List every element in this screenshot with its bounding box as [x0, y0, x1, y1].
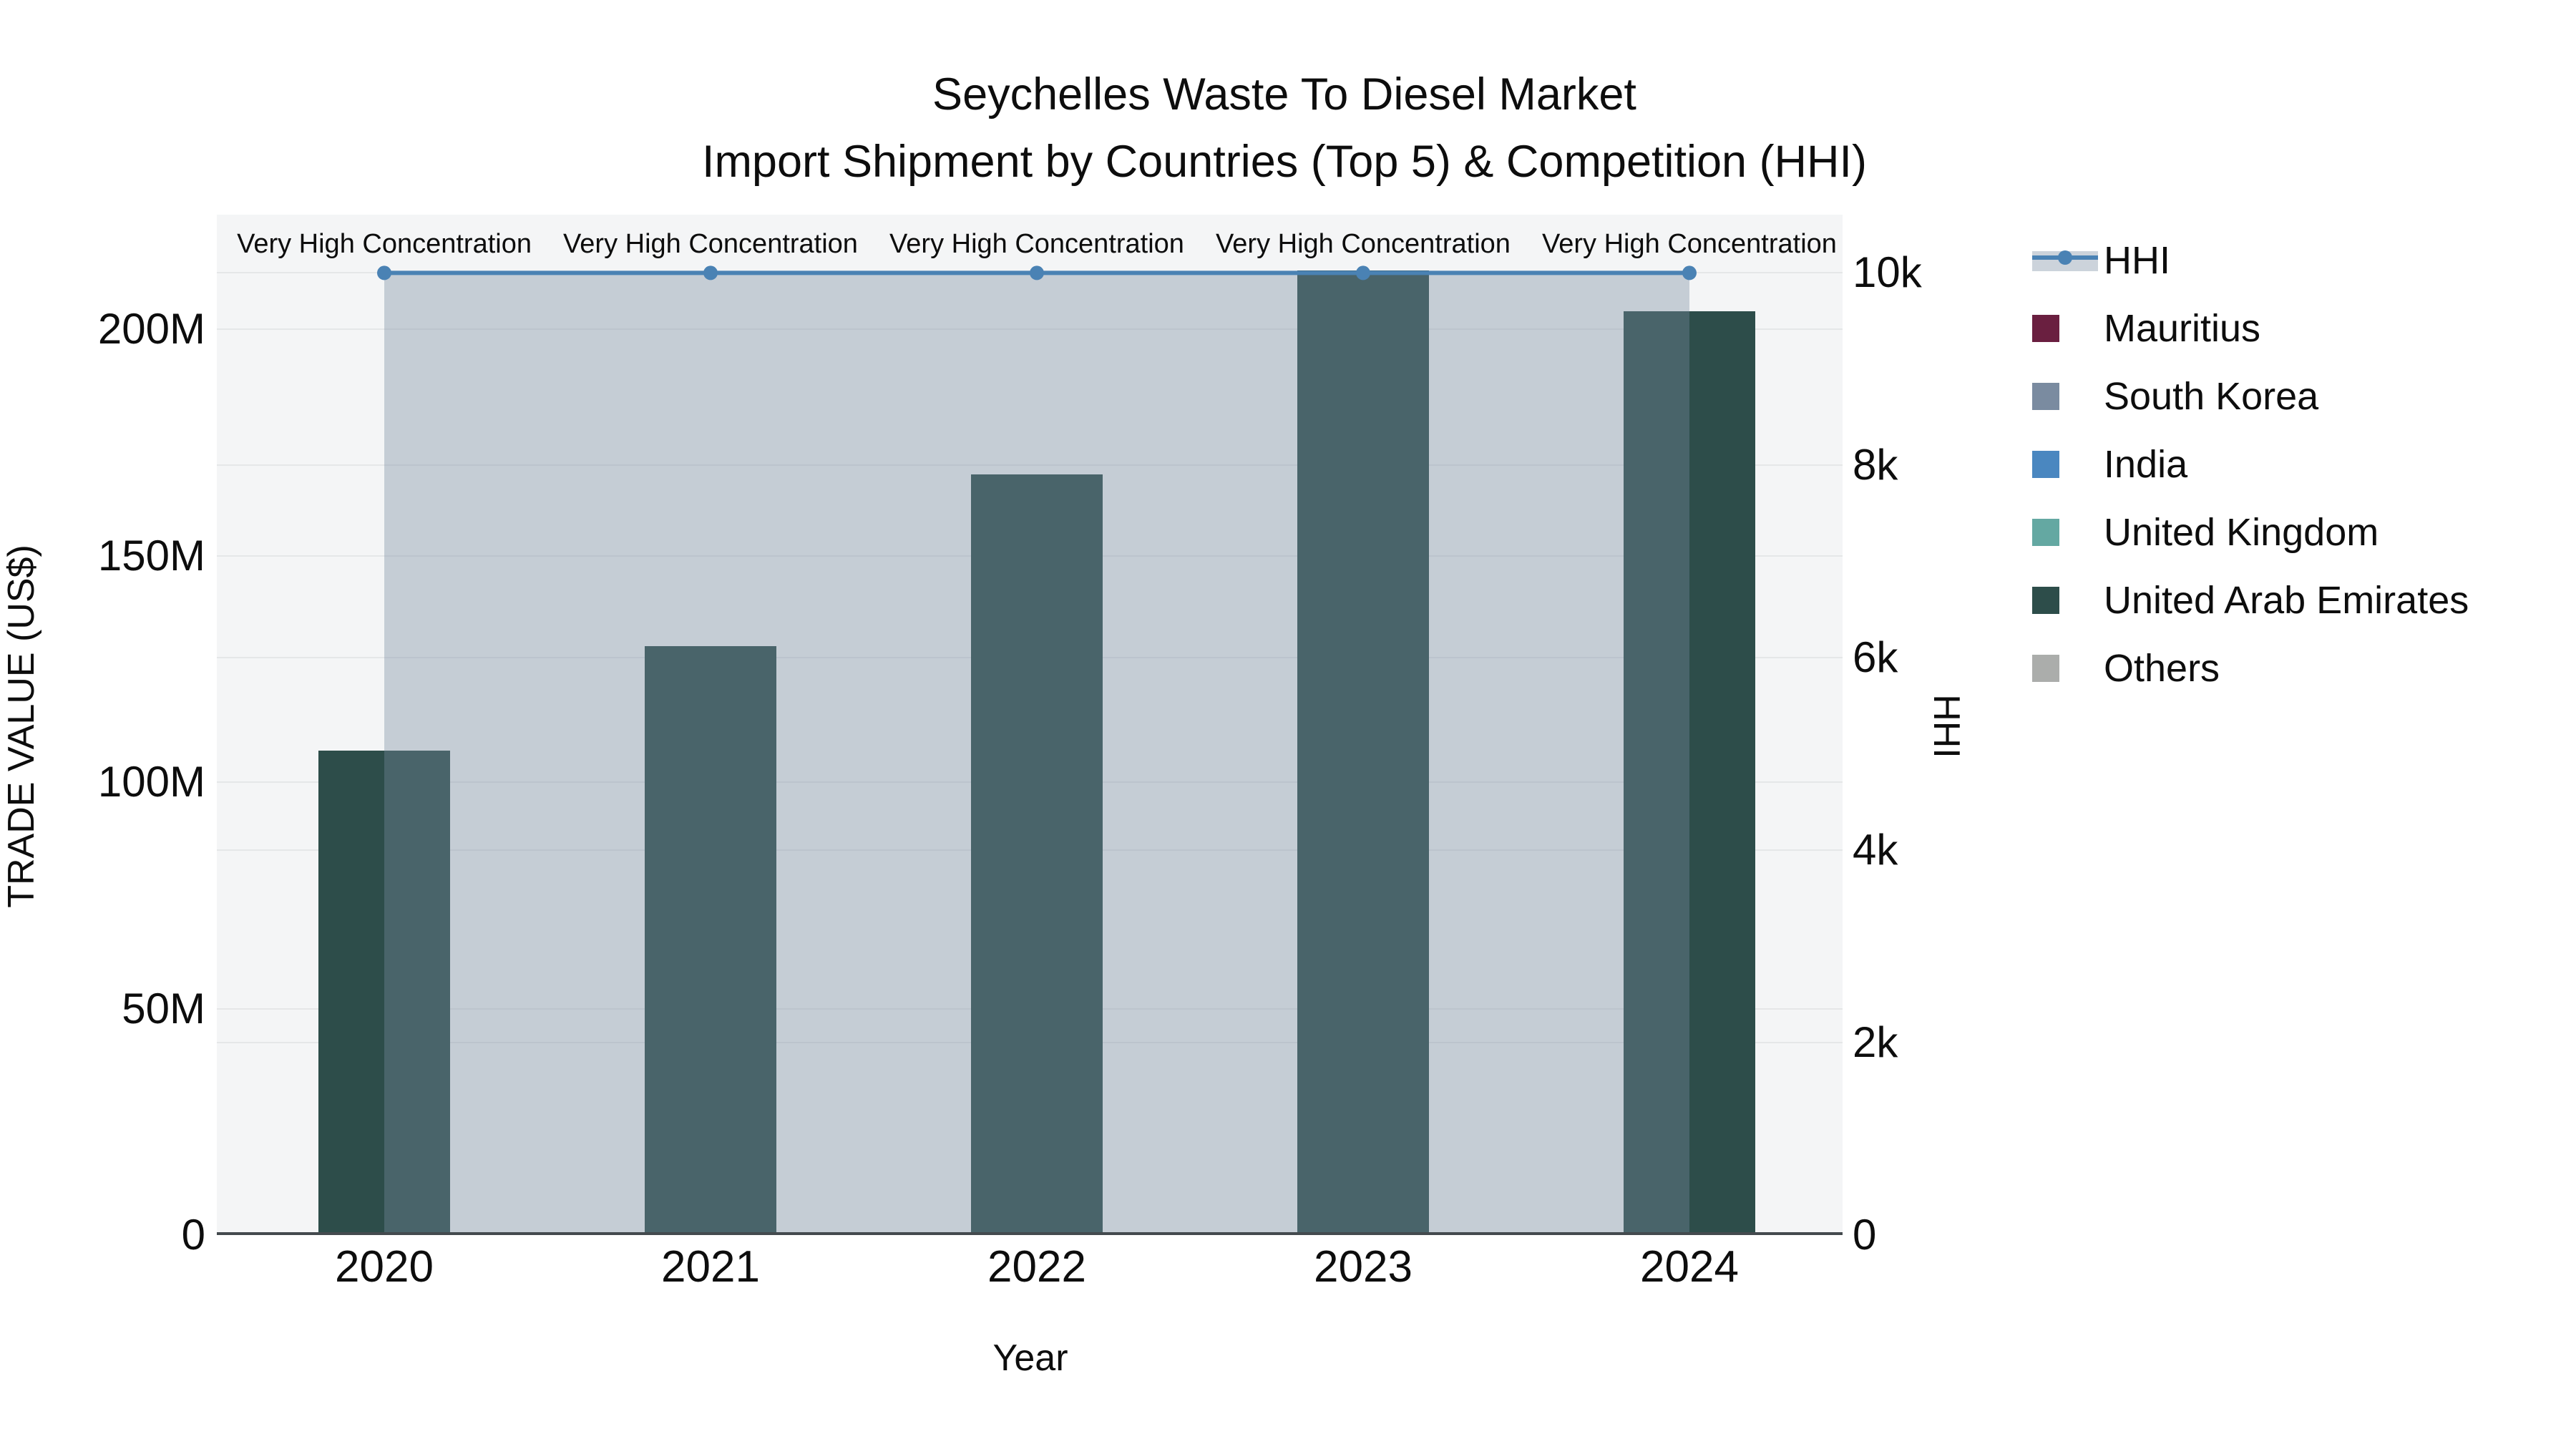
x-tick-2020: 2020: [335, 1242, 434, 1292]
y-right-tick-10k: 10k: [1853, 248, 1922, 296]
legend-item-united-arab-emirates[interactable]: United Arab Emirates: [2032, 566, 2469, 634]
x-tick-2022: 2022: [987, 1242, 1086, 1292]
bar-2020-united-arab-emirates[interactable]: [318, 750, 451, 1235]
annotation-very-high-concentration-2022: Very High Concentration: [889, 229, 1184, 260]
legend-swatch-icon-india: [2032, 450, 2059, 478]
chart-title-line1: Seychelles Waste To Diesel Market: [932, 69, 1636, 119]
x-tick-2024: 2024: [1640, 1242, 1739, 1292]
legend-swatch-icon-others: [2032, 654, 2059, 682]
legend-item-united-kingdom[interactable]: United Kingdom: [2032, 498, 2469, 566]
legend-swatch-cell-hhi: [2032, 245, 2104, 275]
x-axis-line: [217, 1232, 1843, 1235]
hhi-marker-2023[interactable]: [1355, 265, 1370, 280]
y-right-tick-2k: 2k: [1853, 1018, 1898, 1066]
hhi-marker-2022[interactable]: [1029, 265, 1044, 280]
legend-swatch-icon-south-korea: [2032, 382, 2059, 410]
y-right-tick-8k: 8k: [1853, 440, 1898, 489]
annotation-very-high-concentration-2023: Very High Concentration: [1216, 229, 1511, 260]
gridline-left-200m: [217, 328, 1843, 331]
legend-label-india: India: [2104, 442, 2188, 486]
legend-swatch-icon-united-arab-emirates: [2032, 586, 2059, 614]
bar-2023-united-arab-emirates[interactable]: [1297, 270, 1429, 1235]
y-axis-left-title: TRADE VALUE (US$): [1, 545, 42, 908]
legend-label-mauritius: Mauritius: [2104, 306, 2261, 350]
hhi-marker-2021[interactable]: [703, 265, 718, 280]
annotation-very-high-concentration-2024: Very High Concentration: [1542, 229, 1837, 260]
bar-2021-united-arab-emirates[interactable]: [645, 646, 776, 1235]
bar-2024-united-arab-emirates[interactable]: [1623, 311, 1755, 1235]
y-left-tick-150m: 150M: [97, 531, 205, 580]
legend-label-south-korea: South Korea: [2104, 374, 2319, 418]
annotation-very-high-concentration-2021: Very High Concentration: [563, 229, 858, 260]
hhi-overlay: [377, 265, 1697, 1235]
legend-swatch-cell-india: [2032, 450, 2104, 478]
legend-swatch-icon-united-kingdom: [2032, 518, 2059, 546]
y-left-tick-50m: 50M: [122, 984, 205, 1033]
gridline-right-8k: [217, 464, 1843, 466]
legend-item-south-korea[interactable]: South Korea: [2032, 362, 2469, 430]
y-left-tick-0: 0: [181, 1211, 205, 1259]
hhi-area-fill: [384, 273, 1689, 1235]
x-axis-title: Year: [992, 1337, 1068, 1379]
legend-swatch-cell-united-kingdom: [2032, 518, 2104, 546]
y-right-tick-4k: 4k: [1853, 825, 1898, 874]
hhi-marker-2024[interactable]: [1682, 265, 1697, 280]
chart-title-line2: Import Shipment by Countries (Top 5) & C…: [701, 137, 1868, 187]
annotation-very-high-concentration-2020: Very High Concentration: [237, 229, 532, 260]
y-right-tick-0: 0: [1853, 1211, 1877, 1259]
legend-swatch-icon-mauritius: [2032, 314, 2059, 342]
legend-swatch-cell-others: [2032, 654, 2104, 682]
plot-area: Very High Concentration Very High Concent…: [217, 215, 1843, 1235]
y-axis-right-title: HHI: [1926, 694, 1967, 758]
legend-item-hhi[interactable]: HHI: [2032, 226, 2469, 294]
bar-2022-united-arab-emirates[interactable]: [970, 474, 1103, 1235]
legend-label-united-kingdom: United Kingdom: [2104, 510, 2379, 554]
legend-swatch-cell-south-korea: [2032, 382, 2104, 410]
y-left-tick-100m: 100M: [97, 758, 205, 806]
legend-item-mauritius[interactable]: Mauritius: [2032, 294, 2469, 362]
legend-label-hhi: HHI: [2104, 238, 2170, 282]
legend-swatch-cell-mauritius: [2032, 314, 2104, 342]
legend-item-others[interactable]: Others: [2032, 634, 2469, 702]
legend-label-others: Others: [2104, 646, 2220, 690]
legend: HHI Mauritius South Korea India United Kingd…: [2032, 226, 2469, 702]
hhi-marker-2020[interactable]: [377, 265, 392, 280]
x-tick-2023: 2023: [1314, 1242, 1413, 1292]
legend-swatch-cell-united-arab-emirates: [2032, 586, 2104, 614]
hhi-line-swatch-icon: [2032, 245, 2098, 275]
y-right-tick-6k: 6k: [1853, 633, 1898, 681]
legend-label-united-arab-emirates: United Arab Emirates: [2104, 578, 2469, 622]
y-left-tick-200m: 200M: [97, 305, 205, 353]
hhi-dot-icon: [2058, 250, 2072, 265]
x-tick-2021: 2021: [661, 1242, 760, 1292]
legend-item-india[interactable]: India: [2032, 430, 2469, 498]
